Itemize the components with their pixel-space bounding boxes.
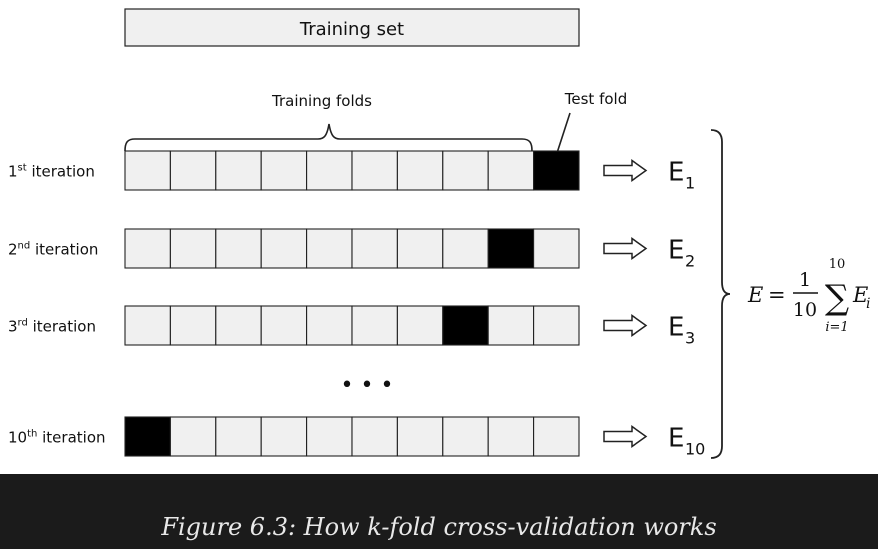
formula-equals: = xyxy=(768,283,786,307)
error-subscript: 10 xyxy=(685,440,705,459)
result-arrow xyxy=(603,425,648,448)
training-fold-cell xyxy=(396,150,444,191)
training-fold-cell xyxy=(215,228,262,269)
training-fold-cell xyxy=(169,305,217,346)
iteration-label: 2nd iteration xyxy=(8,241,98,259)
error-symbol: E xyxy=(668,236,684,266)
training-fold-cell xyxy=(124,305,171,346)
training-fold-cell xyxy=(215,416,262,457)
test-fold-cell xyxy=(124,416,171,457)
formula-sum-upper: 10 xyxy=(829,257,846,272)
training-fold-cell xyxy=(487,416,535,457)
training-fold-cell xyxy=(533,416,580,457)
formula-sum-symbol: ∑ xyxy=(825,278,849,318)
training-fold-cell xyxy=(124,150,171,191)
iteration-label: 10th iteration xyxy=(8,429,106,447)
test-fold-label: Test fold xyxy=(564,90,627,108)
iteration-row: 10th iteration E 10 xyxy=(8,416,705,459)
training-fold-cell xyxy=(260,416,308,457)
test-fold-cell xyxy=(487,228,535,269)
training-fold-cell xyxy=(215,150,262,191)
iteration-row: 3rd iteration E 3 xyxy=(8,305,695,348)
result-arrow xyxy=(603,314,648,337)
errors-brace xyxy=(710,129,731,459)
training-set-label: Training set xyxy=(299,19,404,40)
error-subscript: 3 xyxy=(685,329,695,348)
training-fold-cell xyxy=(124,228,171,269)
training-fold-cell xyxy=(351,416,398,457)
iteration-number: 1 xyxy=(8,163,18,181)
training-fold-cell xyxy=(533,228,580,269)
training-fold-cell xyxy=(306,150,353,191)
formula-denominator: 10 xyxy=(793,299,817,321)
training-fold-cell xyxy=(260,150,308,191)
iteration-row: 1st iteration E 1 xyxy=(8,150,695,193)
error-symbol: E xyxy=(668,424,684,454)
caption-bar: Figure 6.3: How k-fold cross-validation … xyxy=(0,474,878,549)
training-fold-cell xyxy=(396,416,444,457)
iteration-ordinal: th xyxy=(27,429,37,440)
iteration-number: 2 xyxy=(8,241,18,259)
iteration-label: 1st iteration xyxy=(8,163,95,181)
kfold-diagram: Training set Training folds Test fold 1s… xyxy=(8,8,870,459)
iteration-suffix: iteration xyxy=(28,318,96,336)
training-fold-cell xyxy=(215,305,262,346)
training-fold-cell xyxy=(396,228,444,269)
iteration-suffix: iteration xyxy=(27,163,95,181)
training-fold-cell xyxy=(306,228,353,269)
iteration-suffix: iteration xyxy=(37,429,105,447)
training-fold-cell xyxy=(487,150,535,191)
result-arrow xyxy=(603,159,648,182)
training-folds-label: Training folds xyxy=(271,92,372,110)
result-arrow xyxy=(603,237,648,260)
formula-term-subscript: i xyxy=(866,296,870,312)
training-fold-cell xyxy=(442,416,489,457)
formula-numerator: 1 xyxy=(799,269,811,291)
training-fold-cell xyxy=(306,305,353,346)
error-symbol: E xyxy=(668,313,684,343)
training-folds-brace xyxy=(124,123,533,152)
iteration-number: 3 xyxy=(8,318,18,336)
training-fold-cell xyxy=(351,228,398,269)
test-fold-cell xyxy=(533,150,580,191)
iteration-suffix: iteration xyxy=(30,241,98,259)
training-fold-cell xyxy=(533,305,580,346)
error-subscript: 2 xyxy=(685,252,695,271)
training-set-rect xyxy=(124,8,580,47)
formula-lhs: E xyxy=(747,283,763,307)
average-error-formula: E = 1 10 10 ∑ i=1 E i xyxy=(747,257,870,335)
error-symbol: E xyxy=(668,158,684,188)
figure-caption: Figure 6.3: How k-fold cross-validation … xyxy=(161,512,717,541)
training-fold-cell xyxy=(169,150,217,191)
training-set-box: Training set xyxy=(124,8,580,47)
iteration-number: 10 xyxy=(8,429,27,447)
formula-term: E xyxy=(852,283,868,307)
iteration-row: 2nd iteration E 2 xyxy=(8,228,695,271)
training-fold-cell xyxy=(487,305,535,346)
iteration-ordinal: st xyxy=(18,163,27,174)
ellipsis: • • • xyxy=(341,373,394,398)
iteration-label: 3rd iteration xyxy=(8,318,96,336)
iteration-ordinal: rd xyxy=(18,318,28,329)
error-subscript: 1 xyxy=(685,174,695,193)
training-fold-cell xyxy=(351,150,398,191)
training-fold-cell xyxy=(169,416,217,457)
iteration-ordinal: nd xyxy=(18,241,31,252)
training-fold-cell xyxy=(351,305,398,346)
test-fold-cell xyxy=(442,305,489,346)
test-fold-pointer xyxy=(556,112,571,154)
training-fold-cell xyxy=(396,305,444,346)
training-fold-cell xyxy=(306,416,353,457)
training-fold-cell xyxy=(442,228,489,269)
formula-sum-lower: i=1 xyxy=(825,320,848,335)
training-fold-cell xyxy=(260,305,308,346)
training-fold-cell xyxy=(442,150,489,191)
training-fold-cell xyxy=(169,228,217,269)
training-fold-cell xyxy=(260,228,308,269)
